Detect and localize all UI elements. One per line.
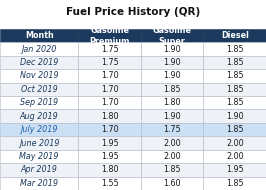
Bar (0, 29, 78, 42)
Text: May 2019: May 2019 (19, 152, 59, 161)
Text: 1.85: 1.85 (226, 85, 244, 94)
Bar (78, 29, 141, 42)
Text: 1.55: 1.55 (101, 179, 119, 188)
Bar (0, 177, 78, 190)
Bar (0, 150, 78, 163)
Bar (0, 56, 78, 69)
Bar (141, 69, 203, 83)
Text: 1.70: 1.70 (101, 98, 119, 107)
Bar (203, 109, 266, 123)
Text: Apr 2019: Apr 2019 (21, 165, 58, 174)
Bar (78, 42, 141, 56)
Bar (203, 56, 266, 69)
Bar (203, 83, 266, 96)
Text: Dec 2019: Dec 2019 (20, 58, 59, 67)
Text: 1.85: 1.85 (226, 58, 244, 67)
Text: 1.70: 1.70 (101, 85, 119, 94)
Bar (78, 136, 141, 150)
Text: 1.85: 1.85 (226, 125, 244, 134)
Bar (0, 109, 78, 123)
Bar (78, 109, 141, 123)
Text: 1.95: 1.95 (101, 152, 119, 161)
Text: Aug 2019: Aug 2019 (20, 112, 59, 121)
Bar (141, 96, 203, 109)
Text: 1.95: 1.95 (226, 165, 244, 174)
Bar (203, 150, 266, 163)
Bar (78, 69, 141, 83)
Text: 1.90: 1.90 (163, 45, 181, 54)
Text: Mar 2019: Mar 2019 (20, 179, 58, 188)
Bar (0, 42, 78, 56)
Text: 1.85: 1.85 (226, 45, 244, 54)
Bar (203, 69, 266, 83)
Bar (0, 96, 78, 109)
Text: 2.00: 2.00 (226, 139, 244, 148)
Text: 1.85: 1.85 (226, 179, 244, 188)
Text: July 2019: July 2019 (20, 125, 58, 134)
Text: Sep 2019: Sep 2019 (20, 98, 58, 107)
Text: 1.80: 1.80 (164, 98, 181, 107)
Text: 1.70: 1.70 (101, 125, 119, 134)
Text: 1.90: 1.90 (163, 58, 181, 67)
Text: June 2019: June 2019 (19, 139, 60, 148)
Text: 1.75: 1.75 (101, 45, 119, 54)
Bar (203, 96, 266, 109)
Bar (0, 163, 78, 177)
Bar (141, 123, 203, 136)
Text: 1.75: 1.75 (163, 125, 181, 134)
Text: 2.00: 2.00 (226, 152, 244, 161)
Text: 1.75: 1.75 (101, 58, 119, 67)
Text: 1.90: 1.90 (226, 112, 244, 121)
Bar (203, 42, 266, 56)
Bar (141, 150, 203, 163)
Bar (141, 177, 203, 190)
Bar (141, 56, 203, 69)
Bar (203, 163, 266, 177)
Bar (78, 177, 141, 190)
Text: 2.00: 2.00 (163, 139, 181, 148)
Text: Fuel Price History (QR): Fuel Price History (QR) (66, 7, 200, 17)
Text: 2.00: 2.00 (163, 152, 181, 161)
Text: Gasoline
Super: Gasoline Super (153, 26, 192, 46)
Bar (78, 150, 141, 163)
Bar (141, 42, 203, 56)
Text: 1.90: 1.90 (163, 71, 181, 80)
Text: 1.85: 1.85 (163, 165, 181, 174)
Text: 1.95: 1.95 (101, 139, 119, 148)
Text: 1.85: 1.85 (163, 85, 181, 94)
Bar (203, 29, 266, 42)
Bar (78, 83, 141, 96)
Text: 1.60: 1.60 (164, 179, 181, 188)
Bar (141, 83, 203, 96)
Bar (203, 177, 266, 190)
Text: Jan 2020: Jan 2020 (22, 45, 57, 54)
Text: 1.90: 1.90 (163, 112, 181, 121)
Text: Diesel: Diesel (221, 31, 249, 40)
Bar (141, 29, 203, 42)
Bar (203, 136, 266, 150)
Text: 1.80: 1.80 (101, 165, 118, 174)
Bar (78, 163, 141, 177)
Bar (141, 109, 203, 123)
Text: Gasoline
Premium: Gasoline Premium (90, 26, 130, 46)
Text: 1.85: 1.85 (226, 98, 244, 107)
Bar (203, 123, 266, 136)
Bar (0, 136, 78, 150)
Text: 1.80: 1.80 (101, 112, 118, 121)
Text: Nov 2019: Nov 2019 (20, 71, 59, 80)
Bar (78, 96, 141, 109)
Bar (0, 83, 78, 96)
Text: Month: Month (25, 31, 54, 40)
Bar (141, 136, 203, 150)
Bar (141, 163, 203, 177)
Text: Oct 2019: Oct 2019 (21, 85, 58, 94)
Bar (78, 56, 141, 69)
Bar (0, 69, 78, 83)
Text: 1.85: 1.85 (226, 71, 244, 80)
Text: 1.70: 1.70 (101, 71, 119, 80)
Bar (0, 123, 78, 136)
Bar (78, 123, 141, 136)
